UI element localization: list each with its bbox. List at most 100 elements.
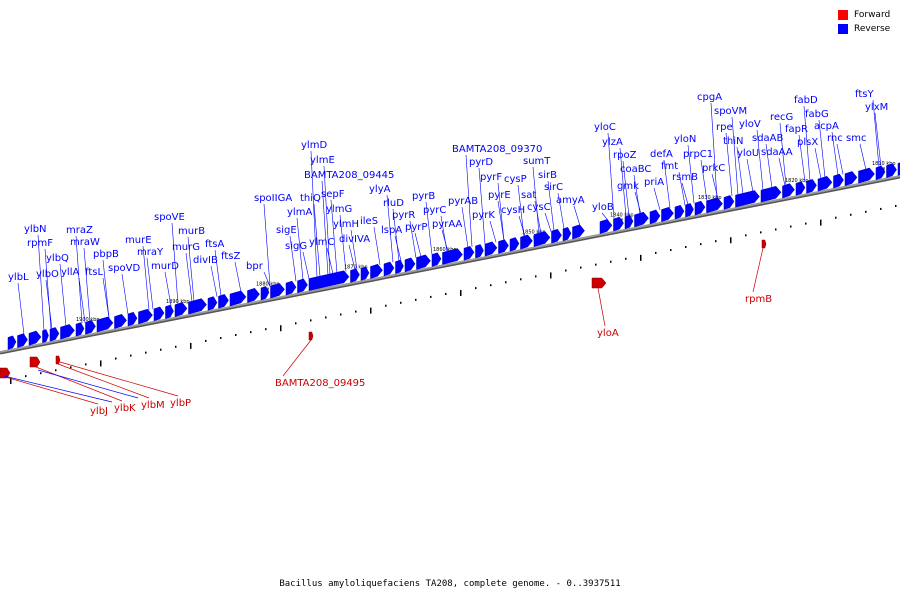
reverse-gene-arrow[interactable] — [674, 204, 685, 220]
reverse-gene-arrow[interactable] — [188, 298, 207, 315]
gene-label-sumt[interactable]: sumT — [523, 156, 551, 167]
gene-label-ftsl[interactable]: ftsL — [85, 267, 103, 278]
reverse-gene-arrow[interactable] — [475, 244, 484, 259]
gene-label-prpc1[interactable]: prpC1 — [683, 149, 713, 160]
reverse-gene-arrow[interactable] — [17, 333, 28, 348]
gene-label-bamta208-09445[interactable]: BAMTA208_09445 — [304, 170, 394, 181]
reverse-gene-arrow[interactable] — [723, 195, 735, 210]
reverse-gene-arrow[interactable] — [706, 197, 723, 214]
gene-label-ylbl[interactable]: ylbL — [8, 272, 29, 283]
reverse-gene-arrow[interactable] — [806, 179, 817, 194]
gene-label-ylmd[interactable]: ylmD — [301, 140, 327, 151]
reverse-gene-arrow[interactable] — [442, 248, 463, 265]
reverse-gene-arrow[interactable] — [599, 219, 613, 235]
gene-label-spoiiga[interactable]: spoIIGA — [254, 193, 292, 204]
reverse-gene-arrow[interactable] — [42, 329, 49, 344]
forward-gene-arrow[interactable] — [55, 355, 61, 365]
forward-gene-arrow[interactable] — [761, 239, 767, 249]
reverse-gene-arrow[interactable] — [685, 203, 694, 218]
forward-gene-arrow[interactable] — [591, 277, 607, 289]
gene-label-mraz[interactable]: mraZ — [66, 225, 93, 236]
gene-label-pyrd[interactable]: pyrD — [469, 157, 493, 168]
reverse-gene-arrow[interactable] — [270, 283, 285, 299]
gene-label-thiq[interactable]: thiQ — [300, 193, 321, 204]
reverse-gene-arrow[interactable] — [395, 259, 404, 275]
gene-label-ylob[interactable]: yloB — [592, 202, 614, 213]
reverse-gene-arrow[interactable] — [350, 268, 360, 283]
reverse-gene-arrow[interactable] — [153, 306, 165, 322]
gene-label-fabg[interactable]: fabG — [805, 109, 829, 120]
gene-label-recg[interactable]: recG — [770, 112, 793, 123]
reverse-gene-arrow[interactable] — [229, 290, 247, 307]
gene-label-sdaab[interactable]: sdaAB — [752, 133, 784, 144]
gene-label-cysp[interactable]: cysP — [504, 174, 527, 185]
gene-label-ylbq[interactable]: ylbQ — [46, 253, 69, 264]
gene-label-rlud[interactable]: rluD — [383, 198, 404, 209]
gene-label-ylla[interactable]: yllA — [61, 267, 79, 278]
reverse-gene-arrow[interactable] — [127, 311, 138, 327]
reverse-gene-arrow[interactable] — [260, 286, 270, 301]
gene-label-sepf[interactable]: sepF — [321, 189, 345, 200]
gene-label-ylmg[interactable]: ylmG — [326, 204, 352, 215]
gene-label-rpoz[interactable]: rpoZ — [613, 150, 637, 161]
reverse-gene-arrow[interactable] — [7, 335, 17, 350]
gene-label-ylov[interactable]: yloV — [739, 119, 761, 130]
reverse-gene-arrow[interactable] — [383, 261, 395, 277]
gene-label-ylmc[interactable]: ylmC — [309, 237, 334, 248]
gene-label-yloc[interactable]: yloC — [594, 122, 616, 133]
gene-label-mray[interactable]: mraY — [137, 247, 164, 258]
gene-label-sirb[interactable]: sirB — [538, 170, 557, 181]
gene-label-pbpb[interactable]: pbpB — [93, 249, 119, 260]
reverse-gene-arrow[interactable] — [114, 313, 127, 329]
reverse-gene-arrow[interactable] — [431, 252, 442, 267]
reverse-gene-arrow[interactable] — [875, 165, 886, 181]
gene-label-ylbj[interactable]: ylbJ — [90, 406, 108, 417]
reverse-gene-arrow[interactable] — [649, 209, 661, 225]
gene-label-ylma[interactable]: ylmA — [287, 207, 312, 218]
reverse-gene-arrow[interactable] — [760, 185, 782, 203]
reverse-gene-arrow[interactable] — [735, 190, 760, 208]
reverse-gene-arrow[interactable] — [661, 207, 674, 222]
gene-label-pria[interactable]: priA — [644, 177, 664, 188]
reverse-gene-arrow[interactable] — [416, 254, 431, 270]
gene-label-murd[interactable]: murD — [151, 261, 179, 272]
reverse-gene-arrow[interactable] — [833, 173, 844, 189]
reverse-gene-arrow[interactable] — [463, 246, 475, 261]
reverse-gene-arrow[interactable] — [520, 234, 533, 250]
gene-label-pyrr[interactable]: pyrR — [392, 210, 415, 221]
gene-label-pyrb[interactable]: pyrB — [412, 191, 435, 202]
gene-label-amya[interactable]: amyA — [556, 195, 585, 206]
gene-label-ylxm[interactable]: ylxM — [865, 102, 888, 113]
gene-label-bamta208-09370[interactable]: BAMTA208_09370 — [452, 144, 542, 155]
gene-label-thin[interactable]: thiN — [723, 136, 744, 147]
gene-label-pyre[interactable]: pyrE — [488, 190, 511, 201]
gene-label-mure[interactable]: murE — [125, 235, 152, 246]
gene-label-spovd[interactable]: spoVD — [108, 263, 141, 274]
gene-label-rpmf[interactable]: rpmF — [27, 238, 53, 249]
forward-gene-arrow[interactable] — [308, 331, 314, 341]
gene-label-diviva[interactable]: divIVA — [339, 234, 370, 245]
reverse-gene-arrow[interactable] — [484, 241, 498, 257]
gene-label-sige[interactable]: sigE — [276, 225, 297, 236]
gene-label-rpe[interactable]: rpe — [716, 122, 733, 133]
gene-label-pyrp[interactable]: pyrP — [405, 222, 427, 233]
gene-label-ylon[interactable]: yloN — [674, 134, 696, 145]
reverse-gene-arrow[interactable] — [49, 327, 60, 342]
forward-strand-genes[interactable] — [0, 239, 767, 379]
reverse-gene-arrow[interactable] — [60, 324, 75, 340]
gene-label-ylme[interactable]: ylmE — [310, 155, 335, 166]
reverse-gene-arrow[interactable] — [817, 176, 833, 192]
gene-label-pyrc[interactable]: pyrC — [423, 205, 446, 216]
gene-label-divib[interactable]: divIB — [193, 255, 218, 266]
gene-label-yloa[interactable]: yloA — [597, 328, 619, 339]
gene-label-pyrk[interactable]: pyrK — [472, 210, 495, 221]
gene-label-fabd[interactable]: fabD — [794, 95, 818, 106]
gene-label-cpga[interactable]: cpgA — [697, 92, 722, 103]
gene-label-ylya[interactable]: ylyA — [369, 184, 391, 195]
reverse-gene-arrow[interactable] — [562, 227, 572, 242]
reverse-gene-arrow[interactable] — [404, 257, 416, 273]
reverse-gene-arrow[interactable] — [613, 216, 624, 232]
reverse-gene-arrow[interactable] — [858, 167, 875, 184]
reverse-gene-arrow[interactable] — [138, 308, 153, 325]
